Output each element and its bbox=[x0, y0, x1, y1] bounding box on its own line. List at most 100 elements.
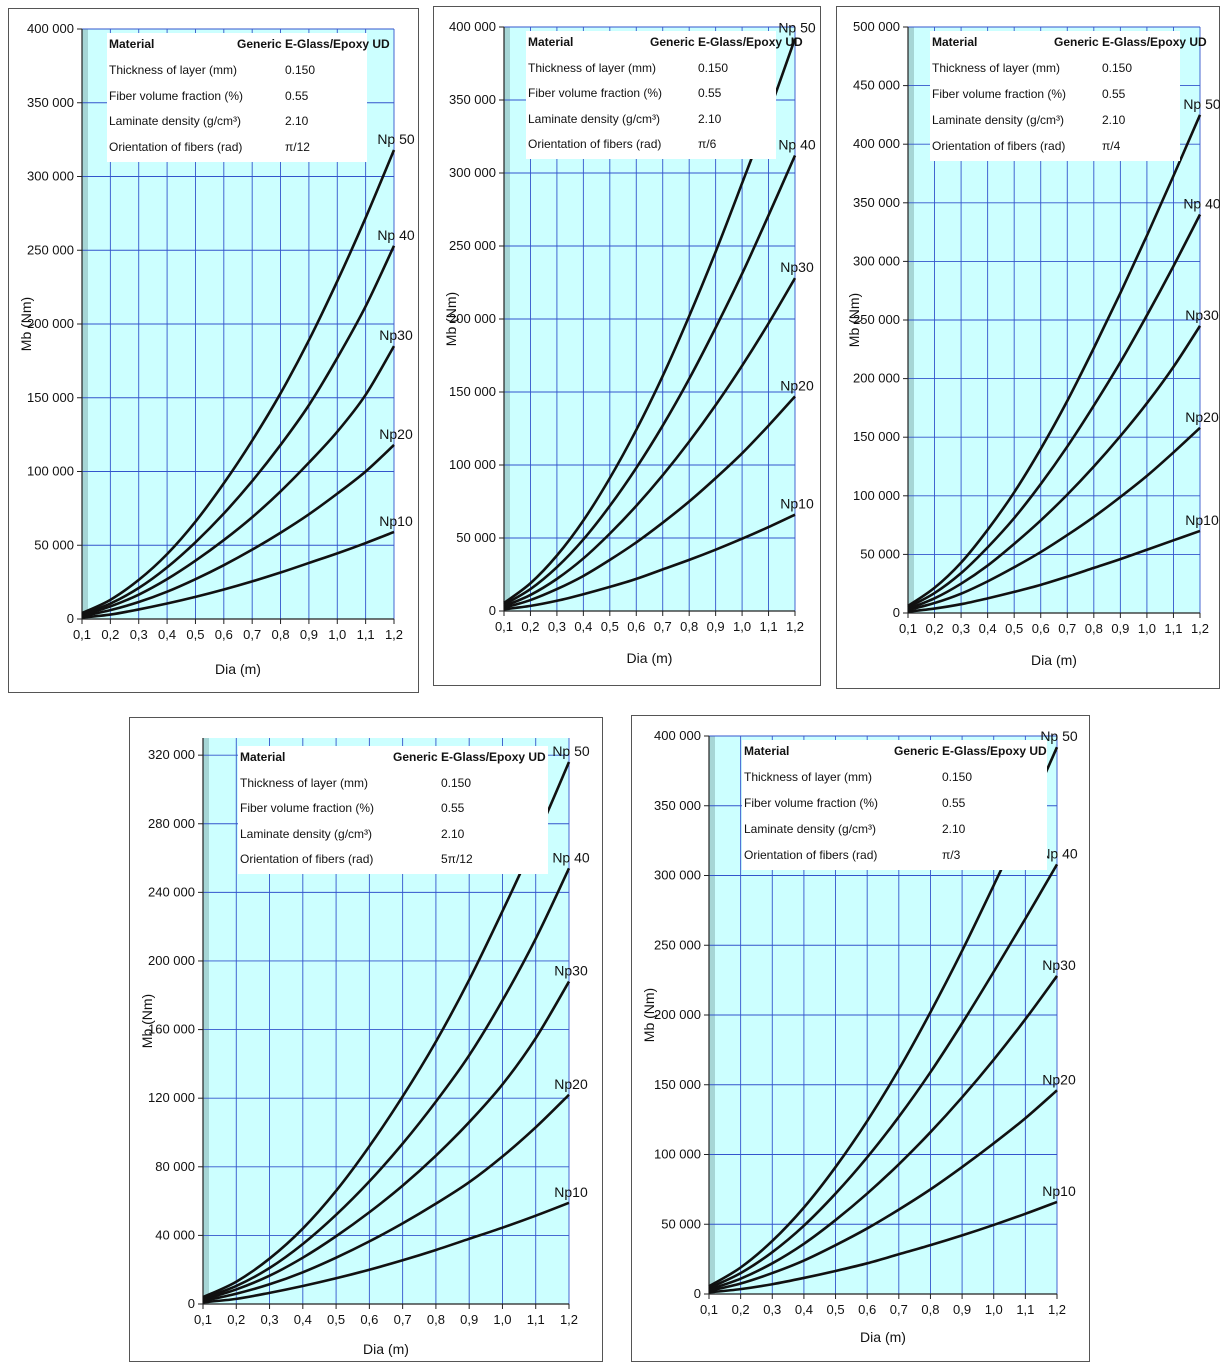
info-row: Orientation of fibers (rad) π/12 bbox=[107, 140, 367, 166]
info-value: π/12 bbox=[285, 140, 310, 155]
info-label: Laminate density (g/cm³) bbox=[932, 113, 1065, 127]
x-tick-label: 0,7 bbox=[890, 1302, 908, 1317]
info-header-row: Material Generic E-Glass/Epoxy UD bbox=[930, 35, 1207, 61]
series-label: Np10 bbox=[1185, 512, 1219, 528]
info-label: Thickness of layer (mm) bbox=[528, 60, 657, 75]
y-axis-label: Mb (Nm) bbox=[846, 293, 862, 347]
series-label: Np20 bbox=[780, 377, 814, 393]
y-tick-label: 100 000 bbox=[27, 464, 74, 479]
info-value: 2.10 bbox=[285, 114, 309, 129]
x-tick-label: 0,7 bbox=[394, 1312, 412, 1327]
y-tick-label: 160 000 bbox=[148, 1022, 195, 1037]
info-label: Fiber volume fraction (%) bbox=[109, 88, 244, 103]
x-tick-label: 0,8 bbox=[680, 619, 698, 634]
y-axis-label: Mb (Nm) bbox=[443, 292, 459, 346]
y-tick-label: 250 000 bbox=[654, 937, 701, 952]
series-label: Np30 bbox=[780, 259, 814, 275]
info-label: Fiber volume fraction (%) bbox=[744, 796, 879, 810]
x-tick-label: 0,3 bbox=[952, 621, 970, 636]
info-label: Thickness of layer (mm) bbox=[744, 770, 873, 784]
series-line-np20 bbox=[81, 444, 395, 618]
series-label: Np10 bbox=[554, 1184, 588, 1200]
material-info-table: Material Generic E-Glass/Epoxy UD Thicknes… bbox=[238, 746, 548, 874]
y-tick-label: 350 000 bbox=[853, 195, 900, 210]
y-tick-label: 100 000 bbox=[654, 1147, 701, 1162]
x-tick-label: 0,1 bbox=[899, 621, 917, 636]
y-tick-label: 150 000 bbox=[853, 429, 900, 444]
info-value: 0.55 bbox=[1102, 87, 1126, 101]
info-row: Fiber volume fraction (%) 0.55 bbox=[742, 796, 1047, 822]
x-tick-label: 0,7 bbox=[243, 627, 261, 642]
series-label: Np10 bbox=[379, 513, 413, 529]
series-label: Np 40 bbox=[552, 849, 590, 865]
series-label: Np 50 bbox=[552, 743, 590, 759]
y-tick-label: 150 000 bbox=[449, 384, 496, 399]
y-axis-label: Mb (Nm) bbox=[18, 297, 34, 351]
y-tick-label: 200 000 bbox=[449, 311, 496, 326]
y-tick-label: 350 000 bbox=[449, 92, 496, 107]
y-tick-label: 0 bbox=[67, 611, 74, 626]
x-tick-label: 0,6 bbox=[858, 1302, 876, 1317]
chart-panel-3: 0 50 000 100 000 150 000 200 000 250 000 300 0… bbox=[836, 6, 1220, 689]
y-tick-label: 300 000 bbox=[654, 868, 701, 883]
info-label: Material bbox=[744, 744, 790, 758]
material-info-table: Material Generic E-Glass/Epoxy UD Thicknes… bbox=[107, 33, 390, 162]
info-value: 2.10 bbox=[698, 111, 722, 126]
y-axis-label: Mb (Nm) bbox=[641, 988, 657, 1042]
info-label: Material bbox=[109, 37, 155, 51]
plot-left-band bbox=[203, 738, 209, 1304]
material-info-table: Material Generic E-Glass/Epoxy UD Thicknes… bbox=[526, 31, 803, 159]
x-tick-label: 1,2 bbox=[385, 627, 403, 642]
x-tick-label: 0,6 bbox=[360, 1312, 378, 1327]
chart-panel-1: 0 50 000 100 000 150 000 200 000 250 000 300 0… bbox=[8, 8, 419, 693]
series-label: Np 40 bbox=[778, 136, 816, 152]
x-tick-label: 0,3 bbox=[763, 1302, 781, 1317]
x-tick-label: 0,6 bbox=[1032, 621, 1050, 636]
y-tick-label: 350 000 bbox=[654, 798, 701, 813]
chart-panel-4: 0 40 000 80 000 120 000 160 000 200 000 240 00… bbox=[129, 717, 603, 1362]
x-tick-label: 1,1 bbox=[357, 627, 375, 642]
series-label: Np20 bbox=[554, 1076, 588, 1092]
info-value: 0.55 bbox=[441, 801, 465, 816]
info-row: Orientation of fibers (rad) 5π/12 bbox=[238, 852, 548, 878]
info-row: Thickness of layer (mm) 0.150 bbox=[526, 61, 776, 87]
x-tick-label: 1,2 bbox=[1191, 621, 1209, 636]
x-tick-label: 0,7 bbox=[1058, 621, 1076, 636]
series-label: Np30 bbox=[1042, 957, 1076, 973]
info-label: Orientation of fibers (rad) bbox=[932, 139, 1066, 153]
info-value: Generic E-Glass/Epoxy UD bbox=[393, 750, 546, 764]
x-tick-label: 0,9 bbox=[953, 1302, 971, 1317]
x-tick-label: 0,1 bbox=[700, 1302, 718, 1317]
x-tick-label: 1,0 bbox=[493, 1312, 511, 1327]
info-value: Generic E-Glass/Epoxy UD bbox=[237, 37, 390, 51]
info-value: 0.150 bbox=[942, 770, 973, 784]
info-row: Thickness of layer (mm) 0.150 bbox=[107, 63, 367, 89]
y-tick-label: 250 000 bbox=[27, 242, 74, 257]
y-tick-label: 350 000 bbox=[27, 95, 74, 110]
x-tick-label: 0,4 bbox=[294, 1312, 312, 1327]
series-line-np40 bbox=[81, 245, 396, 616]
x-tick-label: 0,6 bbox=[627, 619, 645, 634]
info-value: 0.150 bbox=[698, 60, 729, 75]
x-tick-label: 0,9 bbox=[300, 627, 318, 642]
y-axis-label: Mb (Nm) bbox=[139, 994, 155, 1048]
info-label: Laminate density (g/cm³) bbox=[528, 111, 661, 126]
x-tick-label: 1,1 bbox=[760, 619, 778, 634]
y-tick-label: 50 000 bbox=[661, 1216, 701, 1231]
x-tick-label: 1,1 bbox=[527, 1312, 545, 1327]
y-tick-label: 250 000 bbox=[853, 312, 900, 327]
info-value: π/4 bbox=[1102, 139, 1121, 153]
y-tick-label: 0 bbox=[489, 603, 496, 618]
series-line-np50 bbox=[81, 149, 396, 615]
series-label: Np30 bbox=[379, 327, 413, 343]
y-tick-label: 0 bbox=[694, 1286, 701, 1301]
material-info-table: Material Generic E-Glass/Epoxy UD Thicknes… bbox=[930, 31, 1207, 161]
info-row: Fiber volume fraction (%) 0.55 bbox=[526, 86, 776, 112]
x-tick-label: 0,3 bbox=[130, 627, 148, 642]
series-line-np30 bbox=[708, 975, 1059, 1291]
info-label: Thickness of layer (mm) bbox=[932, 61, 1061, 75]
info-value: π/3 bbox=[942, 848, 961, 862]
y-tick-label: 200 000 bbox=[853, 371, 900, 386]
series-label: Np 40 bbox=[1183, 196, 1220, 212]
x-tick-label: 0,5 bbox=[1005, 621, 1023, 636]
